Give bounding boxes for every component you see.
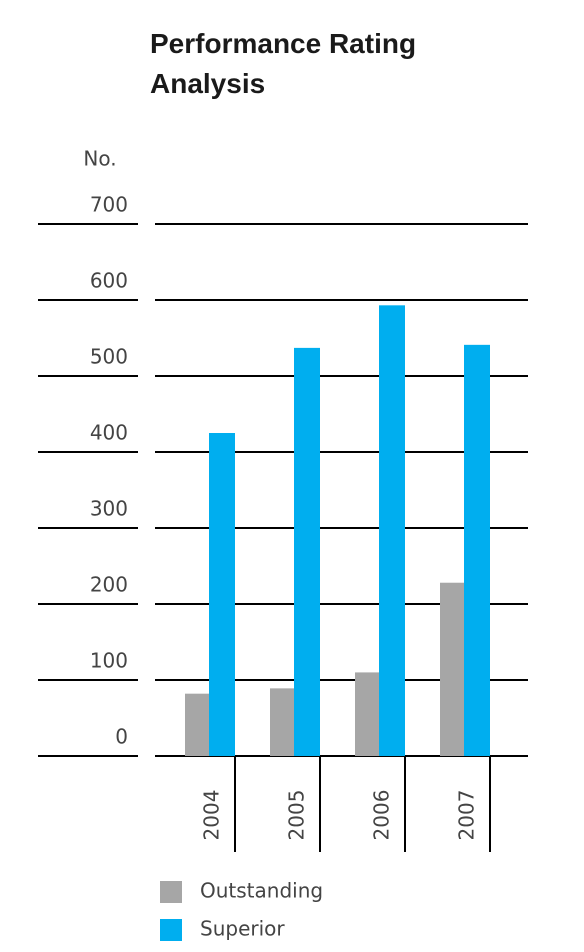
y-tick-label: 200 [90,573,128,597]
y-axis-label: No. [83,147,116,171]
bar [209,433,235,756]
x-tick-label: 2004 [200,790,224,841]
bar [270,688,294,756]
legend-swatch [160,919,182,941]
bar [379,305,405,756]
x-tick-label: 2005 [285,790,309,841]
bar [440,582,464,756]
bar [185,693,209,756]
y-tick-label: 700 [90,193,128,217]
legend-label: Superior [200,917,285,941]
y-tick-label: 600 [90,269,128,293]
bar [464,344,490,756]
y-tick-label: 100 [90,649,128,673]
y-tick-label: 400 [90,421,128,445]
x-tick-label: 2006 [370,790,394,841]
legend-label: Outstanding [200,879,323,903]
legend-swatch [160,881,182,903]
bar [294,347,320,756]
bar [355,672,379,756]
y-tick-label: 300 [90,497,128,521]
x-tick-label: 2007 [455,790,479,841]
y-tick-label: 0 [115,725,128,749]
chart-title: Performance Rating Analysis [150,28,417,99]
y-tick-label: 500 [90,345,128,369]
